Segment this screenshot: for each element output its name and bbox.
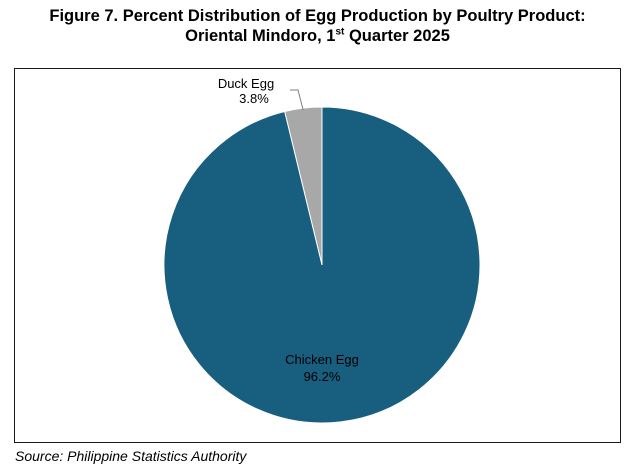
chicken-egg-label-name: Chicken Egg (285, 352, 359, 367)
chart-title-superscript: st (335, 26, 345, 38)
chicken-egg-slice (163, 106, 481, 424)
chart-title-line1: Figure 7. Percent Distribution of Egg Pr… (49, 7, 586, 25)
source-note: Source: Philippine Statistics Authority (15, 448, 247, 464)
duck-egg-label-name: Duck Egg (218, 76, 274, 91)
chicken-egg-label-value: 96.2% (304, 369, 341, 384)
chart-title: Figure 7. Percent Distribution of Egg Pr… (0, 6, 635, 46)
duck-egg-label-value: 3.8% (239, 91, 269, 106)
duck-egg-leader-line (290, 89, 304, 111)
chart-title-line2-end: Quarter 2025 (344, 27, 450, 45)
chart-title-line2: Oriental Mindoro, 1st Quarter 2025 (0, 26, 635, 46)
chart-area (14, 68, 621, 443)
chart-title-line2-main: Oriental Mindoro, 1 (185, 27, 336, 45)
